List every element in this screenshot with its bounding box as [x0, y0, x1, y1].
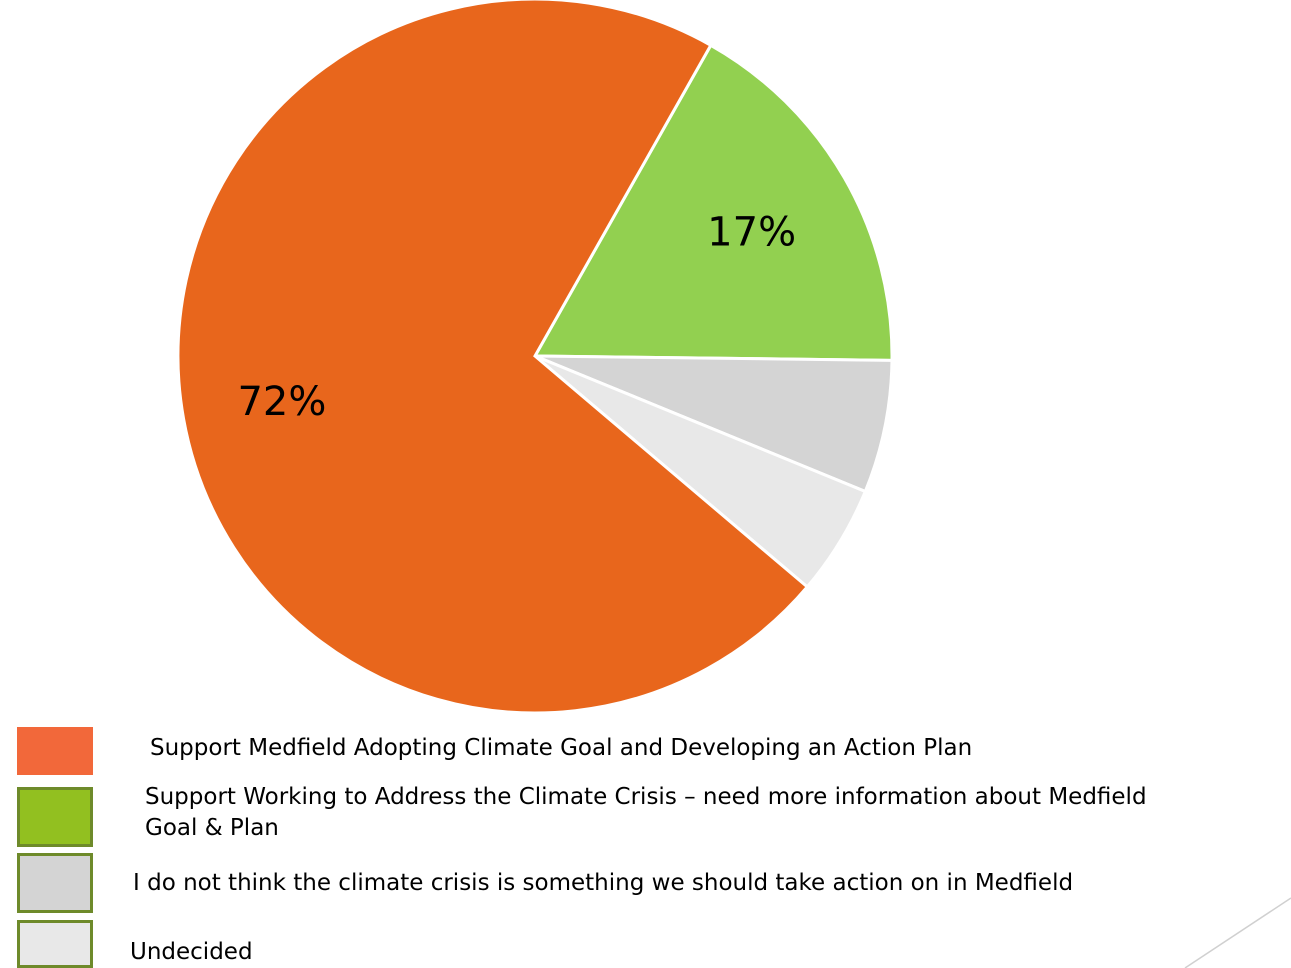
legend-item-need-info: Support Working to Address the Climate C…	[0, 782, 1291, 852]
pie-data-labels: 17% 72%	[237, 209, 796, 425]
legend-swatch-need-info	[17, 787, 93, 847]
legend-label-undecided: Undecided	[130, 939, 253, 965]
pie-slice-need-info	[532, 43, 894, 362]
legend-label-adopt-goal: Support Medfield Adopting Climate Goal a…	[150, 735, 973, 761]
data-label-need-info: 17%	[707, 209, 796, 255]
pie-slice-adopt-goal	[176, 0, 810, 715]
legend-label-no-action: I do not think the climate crisis is som…	[133, 870, 1074, 896]
data-label-adopt-goal: 72%	[237, 379, 326, 425]
legend-item-undecided: Undecided	[0, 920, 1291, 968]
pie-slice-no-action	[534, 354, 894, 494]
legend-item-adopt-goal: Support Medfield Adopting Climate Goal a…	[0, 725, 1291, 775]
legend-item-no-action: I do not think the climate crisis is som…	[0, 853, 1291, 913]
legend-label-need-info: Support Working to Address the Climate C…	[145, 784, 1147, 841]
pie-slices	[176, 0, 894, 715]
legend-swatch-adopt-goal	[17, 727, 93, 775]
legend-swatch-no-action	[17, 853, 93, 913]
legend-swatch-undecided	[17, 920, 93, 968]
